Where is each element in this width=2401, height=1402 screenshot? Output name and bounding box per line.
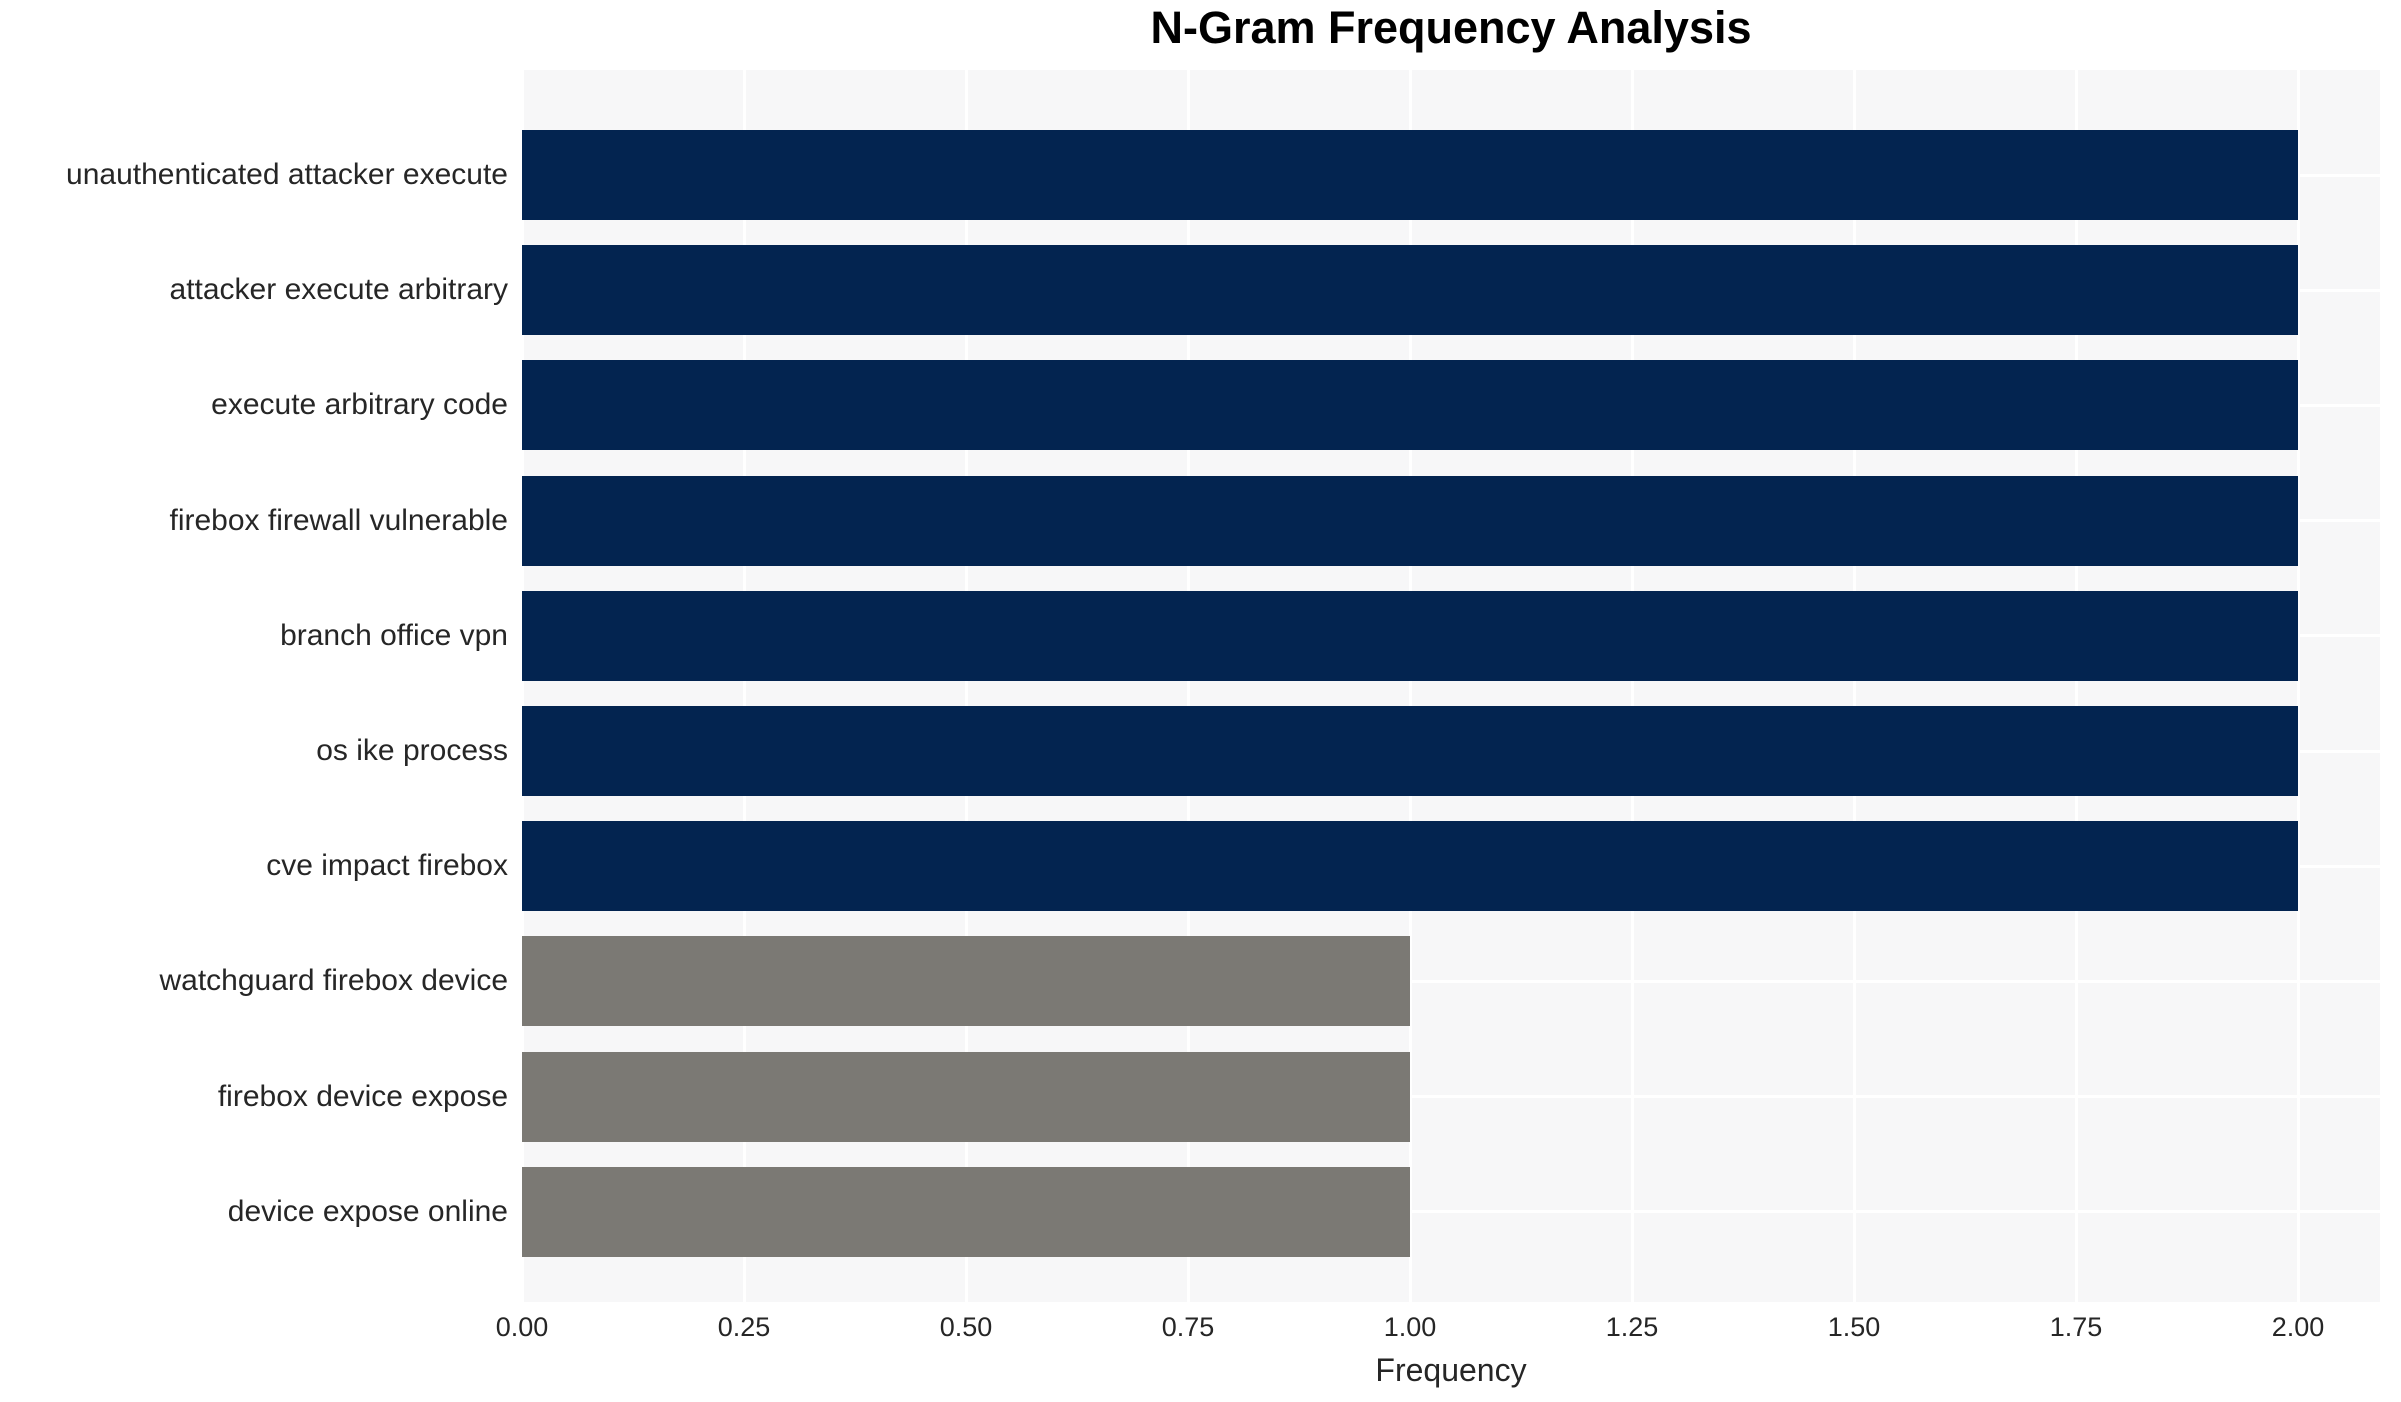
gridline-vertical <box>1852 70 1856 1302</box>
x-axis-ticks: 0.00 0.25 0.50 0.75 1.00 1.25 1.50 1.75 2.00 <box>0 1312 2401 1352</box>
gridline-vertical <box>1408 70 1412 1302</box>
gridline-vertical <box>2296 70 2300 1302</box>
bar <box>522 706 2298 796</box>
bar <box>522 245 2298 336</box>
gridline-horizontal <box>522 1095 2380 1099</box>
x-tick-label: 0.50 <box>939 1312 993 1342</box>
bar <box>522 1166 1410 1257</box>
x-tick-label: 1.25 <box>1605 1312 1659 1342</box>
bar <box>522 130 2298 220</box>
y-tick-label: unauthenticated attacker execute <box>66 158 508 191</box>
y-tick-label: watchguard firebox device <box>159 964 508 998</box>
bar <box>522 475 2298 566</box>
bar <box>522 590 2298 681</box>
y-tick-label: attacker execute arbitrary <box>169 273 508 307</box>
chart-title: N-Gram Frequency Analysis <box>1150 2 1752 53</box>
y-tick-label: firebox firewall vulnerable <box>169 503 509 537</box>
x-tick-label: 0.00 <box>495 1312 549 1342</box>
bar <box>522 936 1410 1027</box>
y-tick-label: branch office vpn <box>280 618 508 652</box>
gridline-vertical <box>1630 70 1634 1302</box>
x-tick-label: 1.50 <box>1827 1312 1881 1342</box>
y-tick-label: os ike process <box>316 734 508 767</box>
x-axis-title: Frequency <box>1375 1352 1527 1388</box>
y-tick-label: firebox device expose <box>217 1079 508 1113</box>
y-tick-label: device expose online <box>227 1194 508 1228</box>
gridline-horizontal <box>522 979 2380 983</box>
x-tick-label: 0.75 <box>1161 1312 1215 1342</box>
gridline-vertical <box>964 70 968 1302</box>
gridline-horizontal <box>522 1210 2380 1214</box>
bar <box>522 821 2298 912</box>
y-axis-labels: unauthenticated attacker execute attacker… <box>0 70 508 1302</box>
bar <box>522 1051 1410 1142</box>
bar <box>522 360 2298 451</box>
x-tick-label: 2.00 <box>2271 1312 2325 1342</box>
x-tick-label: 0.25 <box>717 1312 771 1342</box>
x-tick-label: 1.75 <box>2049 1312 2103 1342</box>
y-tick-label: execute arbitrary code <box>211 388 508 422</box>
gridline-vertical <box>1186 70 1190 1302</box>
gridline-vertical <box>742 70 746 1302</box>
plot-area <box>520 70 2380 1302</box>
y-tick-label: cve impact firebox <box>266 849 508 883</box>
gridline-vertical <box>2074 70 2078 1302</box>
gridline-vertical <box>520 70 524 1302</box>
x-tick-label: 1.00 <box>1383 1312 1437 1342</box>
